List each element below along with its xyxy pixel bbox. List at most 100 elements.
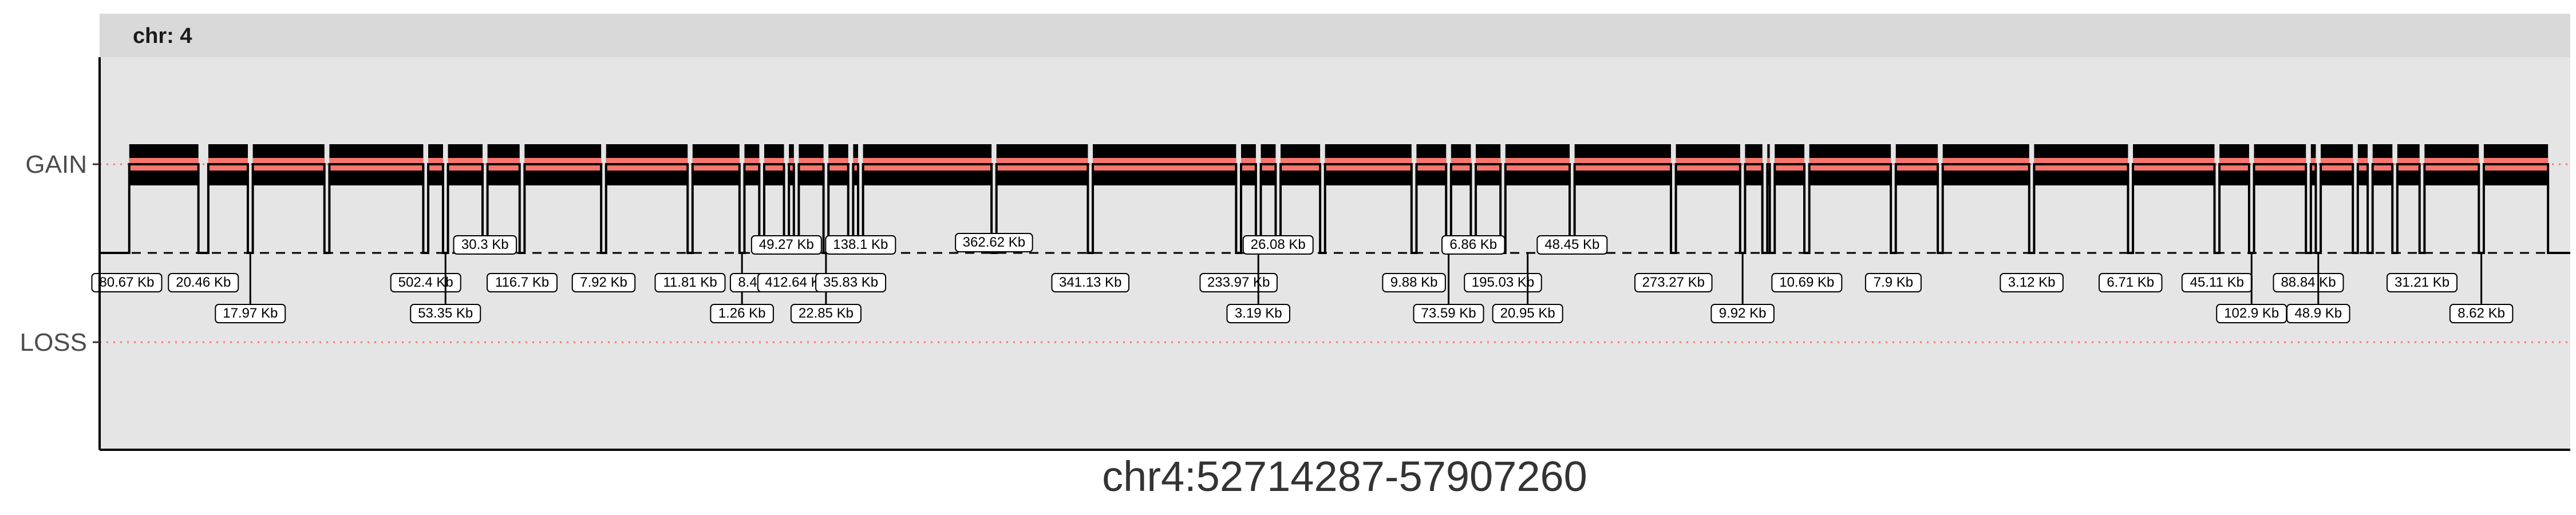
gap-label-text: 88.84 Kb <box>2281 275 2336 290</box>
gap-label-text: 6.71 Kb <box>2107 275 2154 290</box>
facet-strip-label: chr: 4 <box>133 24 192 48</box>
gap-label-box <box>1242 235 1314 255</box>
gap-label-box <box>750 235 822 255</box>
y-tick-label-gain: GAIN <box>25 150 87 179</box>
gap-label: 233.97 Kb <box>1199 273 1278 292</box>
gap-label: 45.11 Kb <box>2181 273 2253 292</box>
gap-label-text: 102.9 Kb <box>2224 306 2279 321</box>
gap-label-box <box>1051 273 1129 292</box>
gap-label: 3.19 Kb <box>1226 253 1290 323</box>
cnv-trace-layer <box>100 163 2570 254</box>
gap-label-box <box>1536 235 1608 255</box>
gap-label-box <box>91 273 163 292</box>
gap-label-text: 233.97 Kb <box>1207 275 1270 290</box>
gap-label-text: 10.69 Kb <box>1779 275 1834 290</box>
gap-label: 116.7 Kb <box>487 273 558 292</box>
gap-label-text: 9.88 Kb <box>1390 275 1438 290</box>
y-tick-label-loss: LOSS <box>20 328 87 356</box>
gap-label-text: 31.21 Kb <box>2395 275 2449 290</box>
gap-label: 73.59 Kb <box>1413 253 1484 323</box>
gap-label: 31.21 Kb <box>2387 273 2458 292</box>
gap-label: 48.9 Kb <box>2286 253 2350 323</box>
gap-label-box <box>1413 304 1484 323</box>
gap-label-layer: 80.67 Kb 20.46 Kb 17.97 Kb 502.4 Kb 53.35 Kb… <box>91 233 2514 323</box>
gap-label-text: 26.08 Kb <box>1251 237 1306 252</box>
gap-label-text: 20.46 Kb <box>176 275 231 290</box>
gap-label-text: 8.62 Kb <box>2458 306 2505 321</box>
gap-label-box <box>2000 273 2064 292</box>
gap-label-text: 17.97 Kb <box>223 306 278 321</box>
gap-label: 10.69 Kb <box>1771 273 1843 292</box>
gap-label-text: 195.03 Kb <box>1472 275 1534 290</box>
gap-label-box <box>390 273 461 292</box>
gap-label: 26.08 Kb <box>1242 235 1314 255</box>
gap-label: 1.26 Kb <box>710 253 774 323</box>
gap-label-text: 7.9 Kb <box>1874 275 1913 290</box>
gap-label-text: 30.3 Kb <box>461 237 509 252</box>
gap-label-box <box>2449 304 2514 323</box>
gap-label: 20.46 Kb <box>168 273 239 292</box>
gap-label-text: 22.85 Kb <box>799 306 854 321</box>
gap-label-text: 3.12 Kb <box>2008 275 2056 290</box>
gap-label: 7.9 Kb <box>1864 273 1922 292</box>
gap-label-text: 20.95 Kb <box>1500 306 1555 321</box>
gap-label-text: 73.59 Kb <box>1421 306 1476 321</box>
gap-label-box <box>654 273 726 292</box>
gap-label: 6.71 Kb <box>2099 273 2163 292</box>
gap-label: 3.12 Kb <box>2000 273 2064 292</box>
gap-label: 22.85 Kb <box>790 253 862 323</box>
gap-label-box <box>790 304 862 323</box>
gap-label-text: 80.67 Kb <box>99 275 154 290</box>
gap-label-box <box>1492 304 1563 323</box>
gap-label-text: 362.62 Kb <box>963 235 1025 250</box>
gap-label: 88.84 Kb <box>2273 273 2344 292</box>
gap-label-text: 138.1 Kb <box>833 237 888 252</box>
gap-label-box <box>215 304 286 323</box>
gap-label-box <box>1382 273 1446 292</box>
gap-label: 35.83 Kb <box>815 273 887 292</box>
gap-label-box <box>710 304 774 323</box>
gap-label: 17.97 Kb <box>215 253 286 323</box>
gap-label: 8.62 Kb <box>2449 253 2514 323</box>
gap-label-text: 53.35 Kb <box>418 306 473 321</box>
gap-label-box <box>168 273 239 292</box>
gap-label-text: 273.27 Kb <box>1642 275 1705 290</box>
gap-label: 362.62 Kb <box>955 233 1033 253</box>
x-axis-title: chr4:52714287-57907260 <box>1102 453 1587 500</box>
gap-label-box <box>453 235 517 255</box>
gap-label: 502.4 Kb <box>390 273 461 292</box>
gap-label: 7.92 Kb <box>571 273 636 292</box>
gap-label-text: 341.13 Kb <box>1059 275 1121 290</box>
gap-label: 9.88 Kb <box>1382 273 1446 292</box>
gap-label: 273.27 Kb <box>1634 273 1713 292</box>
gap-label-box <box>2273 273 2344 292</box>
gap-label: 341.13 Kb <box>1051 273 1129 292</box>
gap-label-text: 45.11 Kb <box>2190 275 2244 290</box>
gap-label-box <box>2286 304 2350 323</box>
gap-label: 11.81 Kb <box>654 273 726 292</box>
gap-label-box <box>1464 273 1542 292</box>
gap-label-text: 48.45 Kb <box>1544 237 1599 252</box>
gap-label: 9.92 Kb <box>1710 253 1775 323</box>
gap-label-text: 35.83 Kb <box>823 275 878 290</box>
gap-label-box <box>2387 273 2458 292</box>
gap-label: 138.1 Kb <box>825 235 896 255</box>
gap-label-text: 3.19 Kb <box>1235 306 1282 321</box>
gap-label: 6.86 Kb <box>1441 235 1506 255</box>
gap-label-box <box>410 304 481 323</box>
gap-label: 80.67 Kb <box>91 273 163 292</box>
gap-label-box <box>571 273 636 292</box>
gap-label-box <box>815 273 887 292</box>
gap-label-box <box>1771 273 1843 292</box>
gap-label-text: 1.26 Kb <box>718 306 766 321</box>
gap-label-box <box>487 273 558 292</box>
gap-label-box <box>1634 273 1713 292</box>
gap-label-box <box>1441 235 1506 255</box>
gap-label-box <box>1864 273 1922 292</box>
gap-label-text: 116.7 Kb <box>495 275 549 290</box>
facet-strip <box>100 14 2570 57</box>
gap-label: 20.95 Kb <box>1492 253 1563 323</box>
gap-label-text: 6.86 Kb <box>1449 237 1497 252</box>
gap-label-text: 49.27 Kb <box>759 237 814 252</box>
